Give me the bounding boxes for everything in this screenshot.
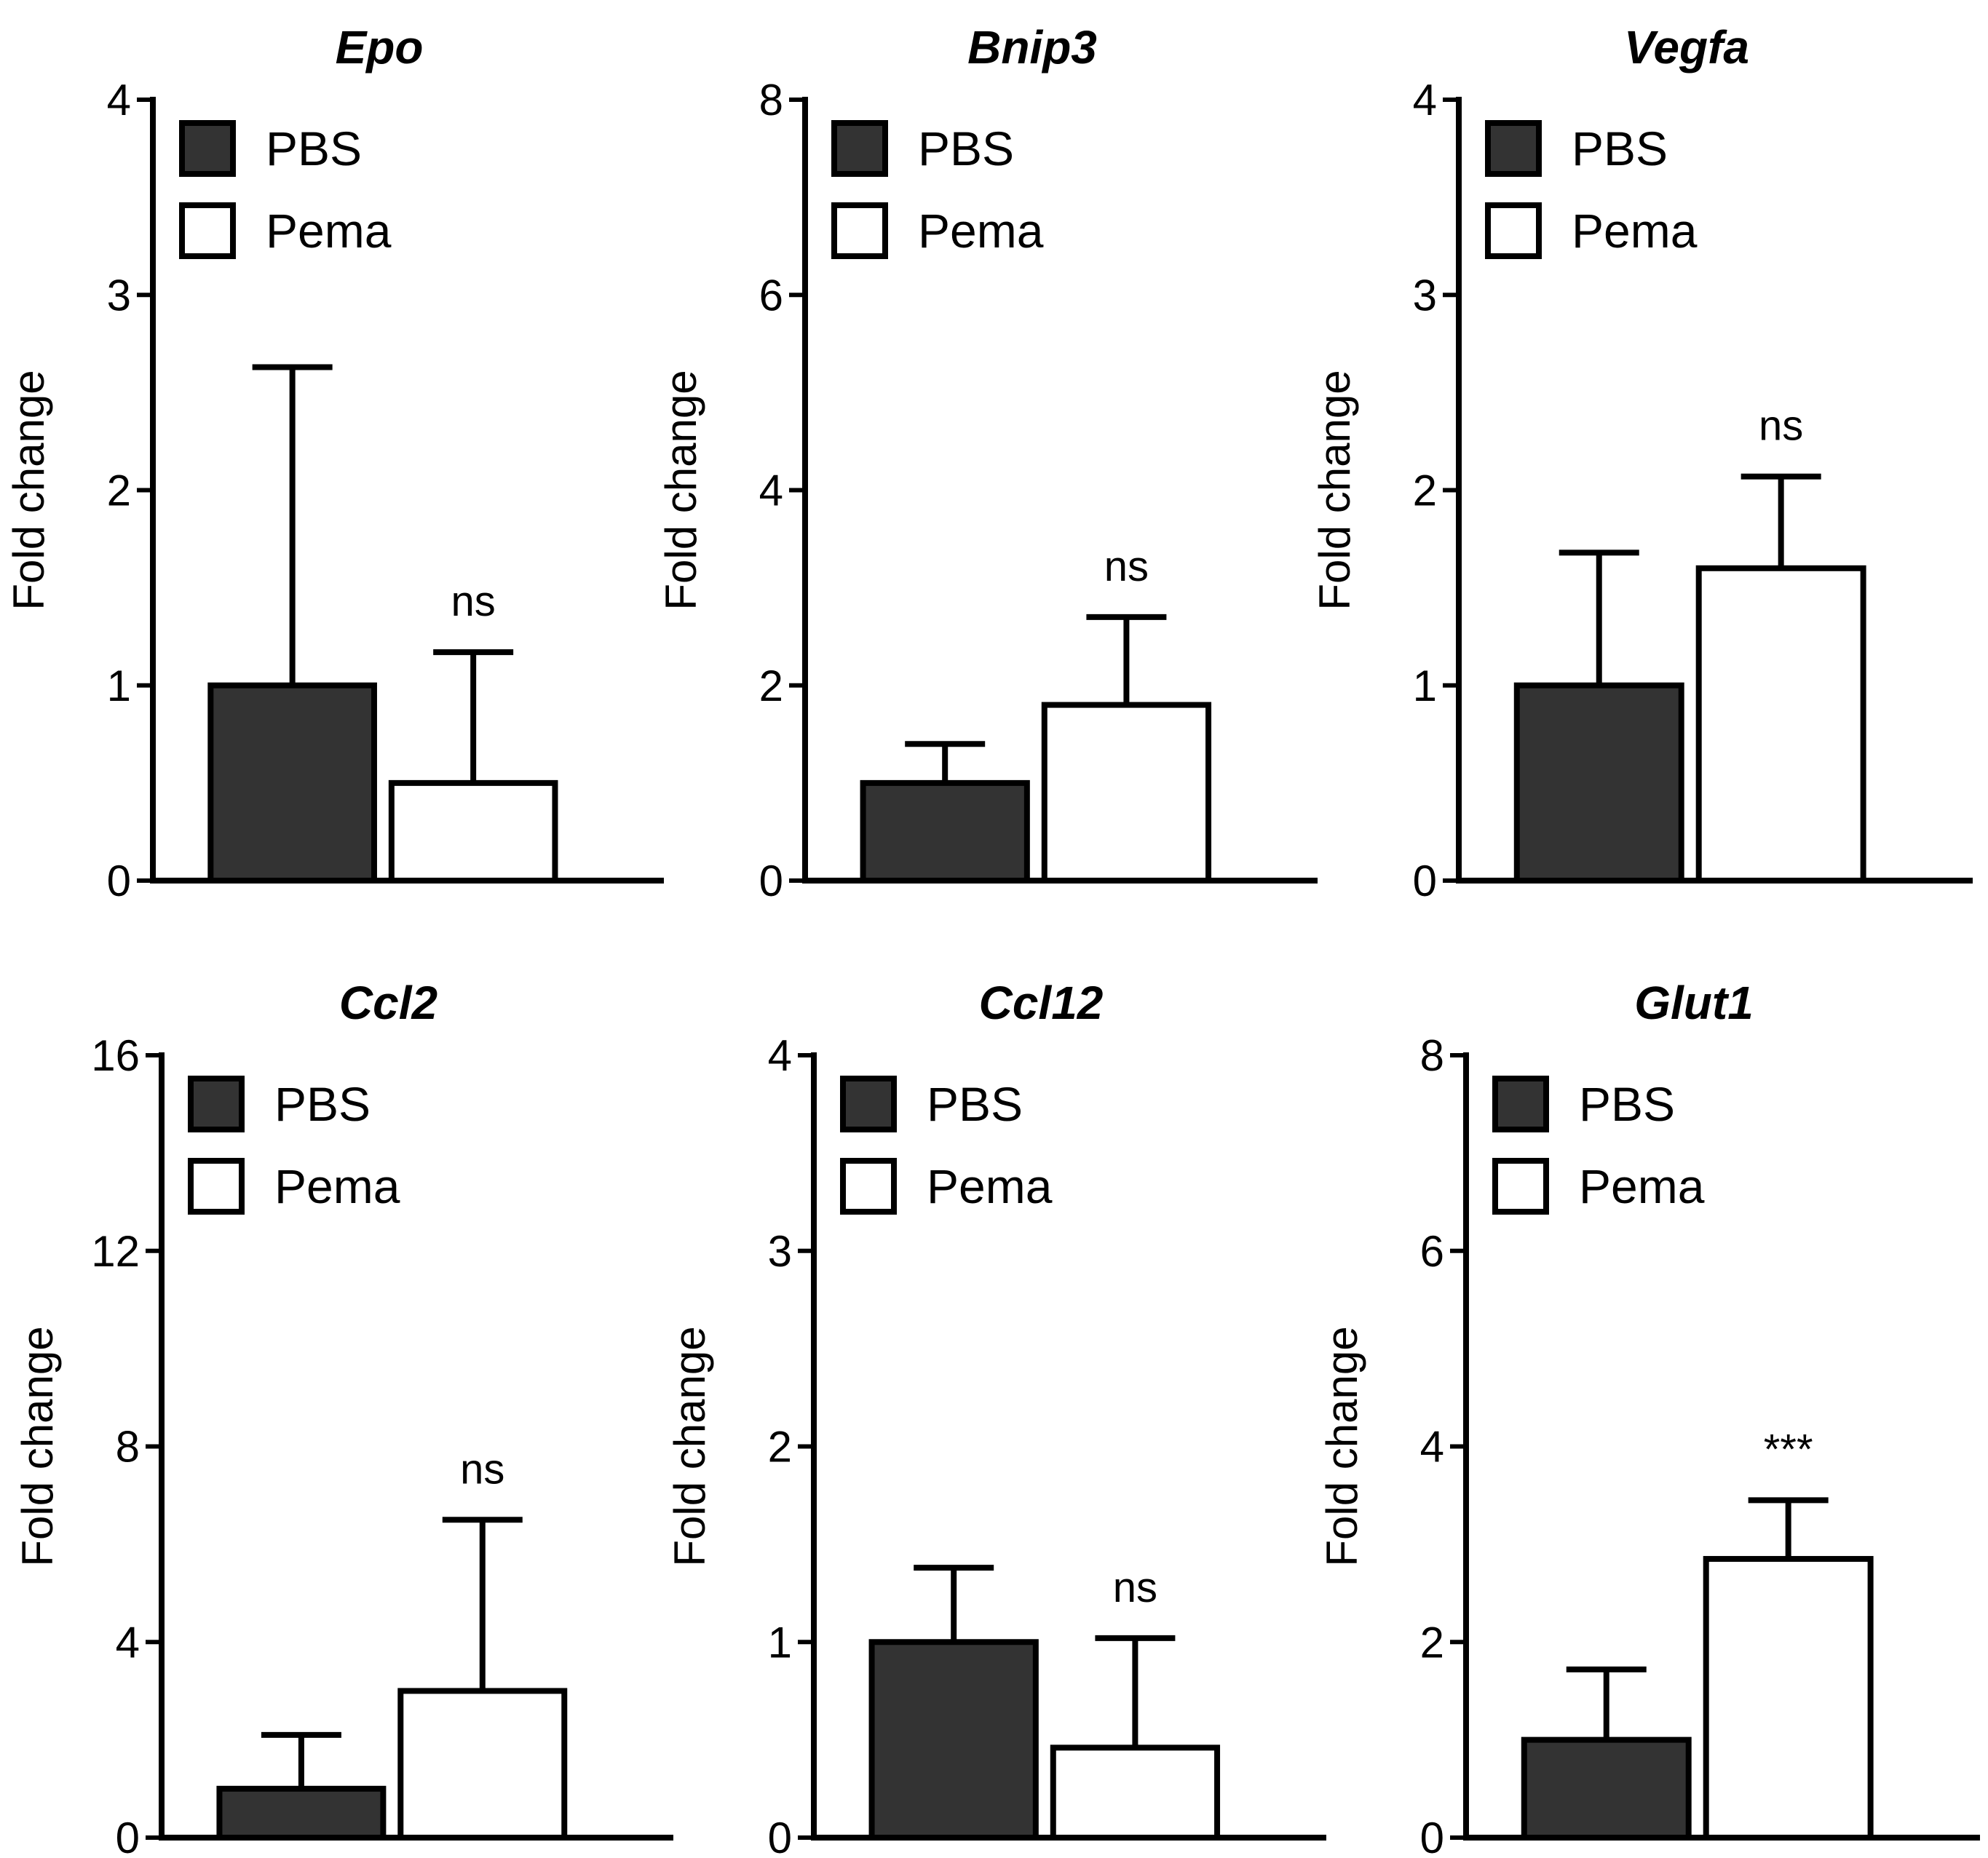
legend-label: Pema [1579, 1159, 1705, 1213]
y-axis-label: Fold change [13, 1326, 62, 1566]
bar-pbs [1513, 682, 1684, 884]
y-axis-label: Fold change [657, 370, 705, 610]
bar-pbs [1521, 1736, 1692, 1841]
legend-label: Pema [266, 204, 392, 258]
bar-pbs [216, 1785, 387, 1841]
y-tick-label: 3 [107, 271, 131, 319]
chart-title: Ccl12 [979, 977, 1104, 1029]
legend-label: PBS [1579, 1077, 1675, 1131]
chart-title: Bnip3 [967, 21, 1097, 74]
legend-label: PBS [266, 122, 362, 175]
y-axis-label: Fold change [1310, 370, 1359, 610]
y-tick-label: 8 [1420, 1031, 1444, 1080]
y-tick-label: 0 [116, 1814, 140, 1858]
legend-swatch-pema [831, 202, 888, 259]
legend-swatch-pbs [1492, 1076, 1549, 1132]
y-tick-label: 8 [116, 1423, 140, 1472]
legend-label: PBS [927, 1077, 1023, 1131]
chart-title: Ccl2 [339, 977, 437, 1029]
y-tick-label: 2 [768, 1423, 792, 1472]
y-tick-label: 16 [91, 1031, 140, 1080]
y-tick-label: 2 [107, 467, 131, 515]
legend-label: Pema [1572, 204, 1698, 258]
y-tick-label: 2 [1420, 1618, 1444, 1667]
bar-pbs [860, 779, 1030, 884]
bar-pema [388, 779, 558, 884]
bar-pema [1050, 1744, 1221, 1841]
y-tick-label: 4 [116, 1618, 140, 1667]
y-tick-label: 3 [1413, 271, 1437, 319]
y-tick-label: 6 [1420, 1227, 1444, 1276]
y-tick-label: 4 [107, 76, 131, 124]
legend-swatch-pema [179, 202, 236, 259]
significance-label: ns [1104, 543, 1149, 590]
legend-label: PBS [1572, 122, 1668, 175]
y-tick-label: 0 [759, 857, 783, 905]
legend-swatch-pema [1492, 1158, 1549, 1215]
y-tick-label: 3 [768, 1227, 792, 1276]
significance-label: ns [1759, 402, 1803, 450]
y-axis-label: Fold change [4, 370, 53, 610]
y-tick-label: 4 [759, 467, 783, 515]
chart-panel-4: Ccl12 Fold change 0 1 2 3 4 ns PBS Pema [665, 977, 1326, 1858]
y-tick-label: 2 [759, 662, 783, 710]
legend-swatch-pbs [188, 1076, 245, 1132]
chart-panel-1: Bnip3 Fold change 0 2 4 6 8 ns PBS Pema [657, 21, 1318, 905]
chart-title: Vegfa [1624, 21, 1749, 74]
y-tick-label: 12 [91, 1227, 140, 1276]
y-axis-label: Fold change [665, 1326, 714, 1566]
significance-label: ns [1113, 1564, 1157, 1611]
legend-label: PBS [918, 122, 1014, 175]
legend-swatch-pema [840, 1158, 897, 1215]
legend-label: PBS [274, 1077, 371, 1131]
y-tick-label: 0 [1420, 1814, 1444, 1858]
y-tick-label: 4 [1413, 76, 1437, 124]
y-tick-label: 6 [759, 271, 783, 319]
y-tick-label: 1 [1413, 662, 1437, 710]
significance-label: *** [1764, 1426, 1813, 1473]
y-tick-label: 1 [768, 1618, 792, 1667]
chart-title: Glut1 [1634, 977, 1754, 1029]
legend-label: Pema [918, 204, 1044, 258]
legend-swatch-pema [1485, 202, 1542, 259]
legend-swatch-pbs [831, 120, 888, 177]
y-tick-label: 4 [1420, 1423, 1444, 1472]
bar-pema [1041, 702, 1212, 884]
significance-label: ns [451, 578, 496, 625]
bar-pema [1695, 565, 1866, 884]
y-tick-label: 8 [759, 76, 783, 124]
bar-pbs [207, 682, 377, 884]
chart-panel-0: Epo Fold change 0 1 2 3 4 ns PBS Pema [4, 21, 664, 905]
bar-pema [397, 1688, 568, 1841]
legend-swatch-pbs [1485, 120, 1542, 177]
legend-label: Pema [927, 1159, 1053, 1213]
y-tick-label: 4 [768, 1031, 792, 1080]
chart-panel-2: Vegfa Fold change 0 1 2 3 4 ns PBS Pema [1310, 21, 1973, 905]
y-tick-label: 1 [107, 662, 131, 710]
legend-swatch-pema [188, 1158, 245, 1215]
y-tick-label: 0 [107, 857, 131, 905]
chart-title: Epo [336, 21, 424, 74]
legend-label: Pema [274, 1159, 400, 1213]
significance-label: ns [460, 1445, 504, 1493]
y-tick-label: 0 [1413, 857, 1437, 905]
y-tick-label: 2 [1413, 467, 1437, 515]
y-tick-label: 0 [768, 1814, 792, 1858]
bar-pbs [868, 1639, 1039, 1841]
bar-pema [1703, 1556, 1874, 1841]
legend-swatch-pbs [840, 1076, 897, 1132]
y-axis-label: Fold change [1318, 1326, 1366, 1566]
chart-panel-5: Glut1 Fold change 0 2 4 6 8 *** PBS Pema [1318, 977, 1980, 1858]
legend-swatch-pbs [179, 120, 236, 177]
chart-panel-3: Ccl2 Fold change 0 4 8 12 16 ns PBS Pema [13, 977, 673, 1858]
